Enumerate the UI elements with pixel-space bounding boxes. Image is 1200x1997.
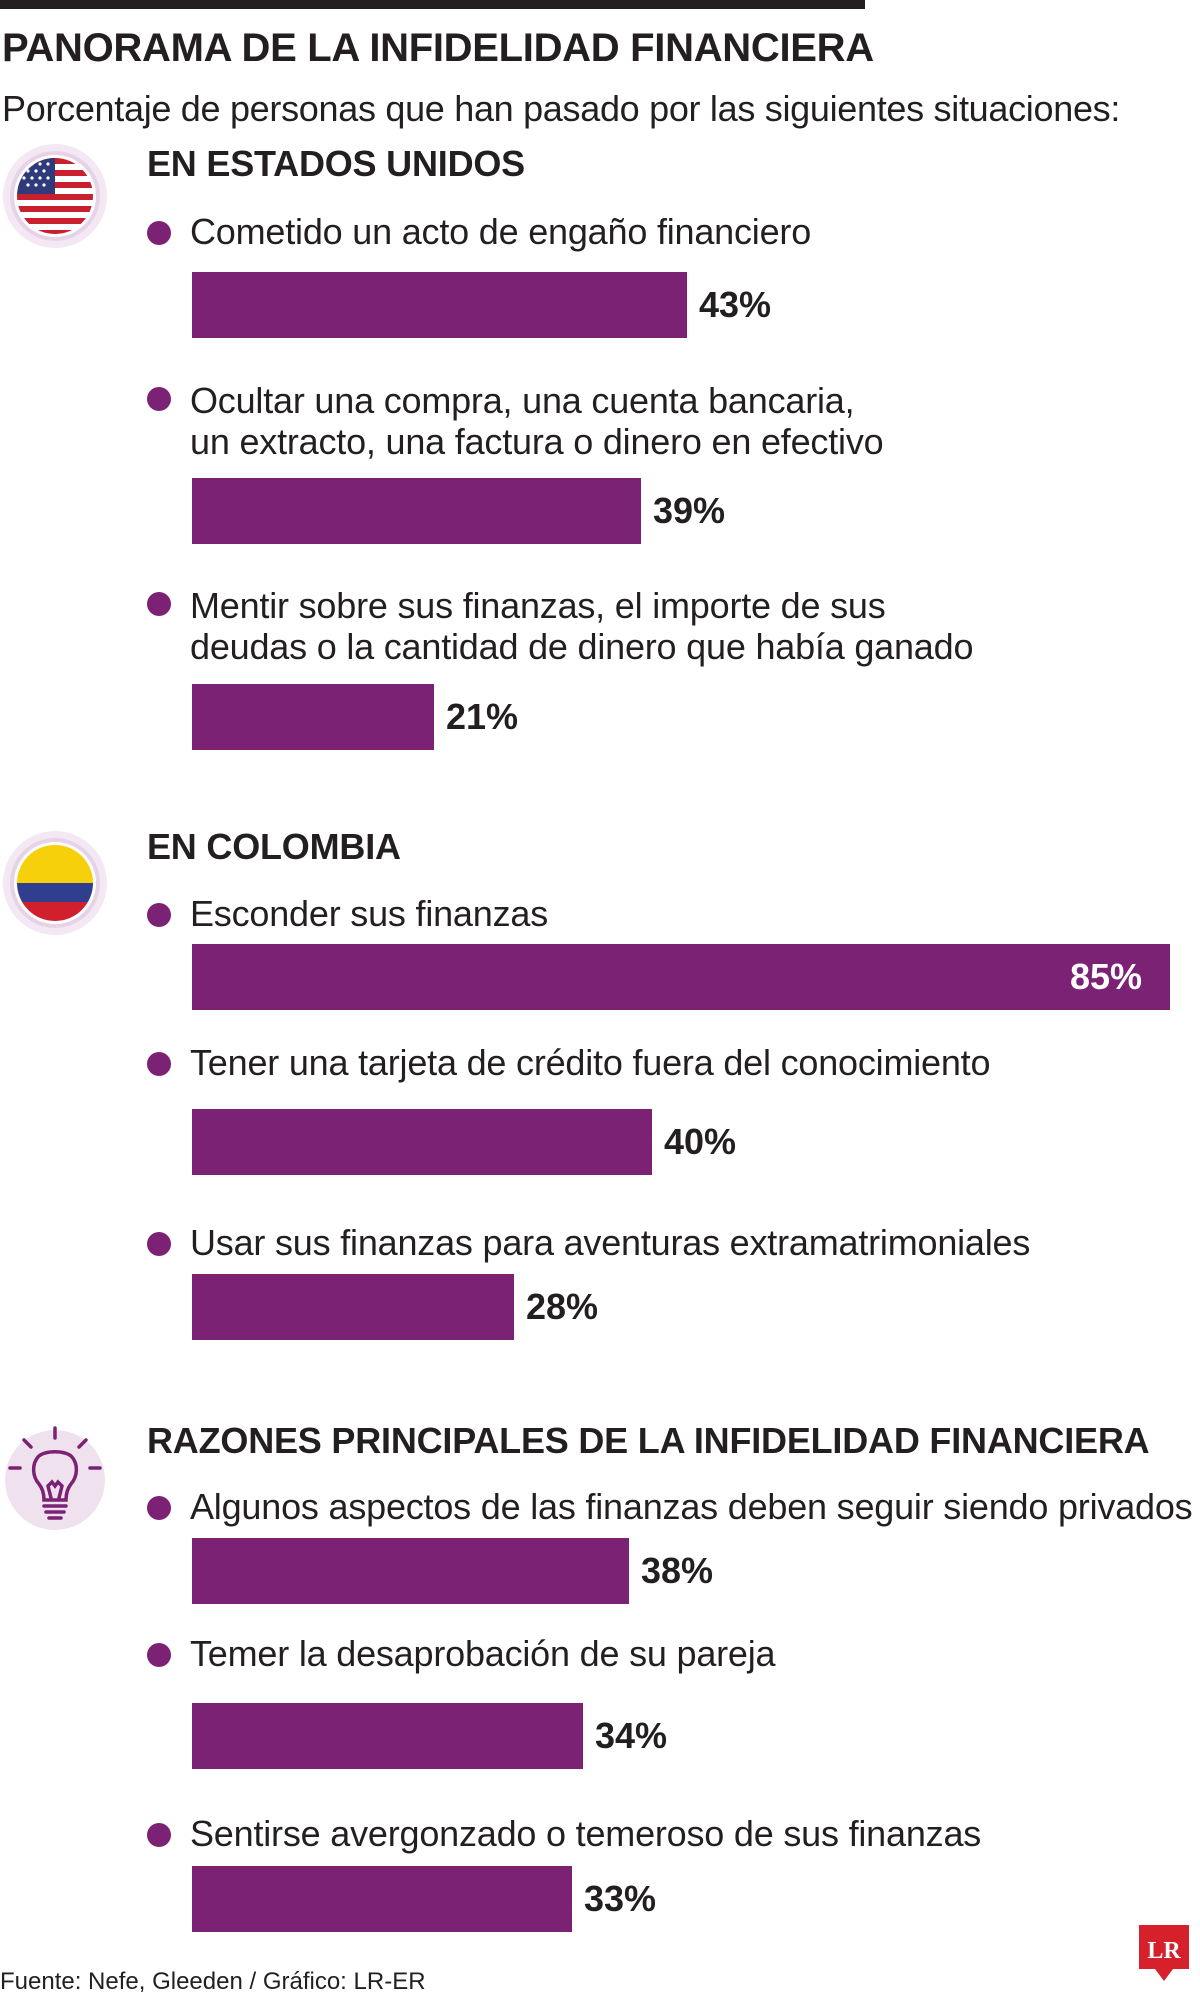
item-label: Tener una tarjeta de crédito fuera del c… xyxy=(190,1042,991,1083)
item-label: Sentirse avergonzado o temeroso de sus f… xyxy=(190,1813,982,1854)
page-subtitle: Porcentaje de personas que han pasado po… xyxy=(2,88,1121,129)
bullet-marker xyxy=(147,592,171,616)
value-label-co-tarjeta: 40% xyxy=(664,1121,737,1162)
value-label-razones-desaprobacion: 34% xyxy=(595,1715,668,1756)
item-label: Usar sus finanzas para aventuras extrama… xyxy=(190,1222,1031,1263)
bar-us-ocultar xyxy=(192,478,641,544)
section-title-razones: RAZONES PRINCIPALES DE LA INFIDELIDAD FI… xyxy=(147,1420,1150,1461)
bar-razones-privados xyxy=(192,1538,629,1604)
svg-text:LR: LR xyxy=(1147,1938,1181,1964)
bar-us-mentir xyxy=(192,684,434,750)
value-label-us-ocultar: 39% xyxy=(653,490,726,531)
item-label: Temer la desaprobación de su pareja xyxy=(190,1633,776,1674)
bullet-marker xyxy=(147,1496,171,1520)
bullet-marker xyxy=(147,1823,171,1847)
bar-us-engano xyxy=(192,272,687,338)
section-title-estados-unidos: EN ESTADOS UNIDOS xyxy=(147,143,525,184)
item-label: Mentir sobre sus finanzas, el importe de… xyxy=(190,585,974,667)
bullet-marker xyxy=(147,903,171,927)
value-label-us-mentir: 21% xyxy=(446,696,519,737)
top-rule xyxy=(0,0,865,9)
bar-razones-desaprobacion xyxy=(192,1703,583,1769)
item-label: Algunos aspectos de las finanzas deben s… xyxy=(190,1486,1193,1527)
section-title-colombia: EN COLOMBIA xyxy=(147,826,401,867)
bar-co-aventuras xyxy=(192,1274,514,1340)
value-label-co-esconder: 85% xyxy=(1070,956,1143,997)
value-label-razones-avergonzado: 33% xyxy=(584,1878,657,1919)
bullet-marker xyxy=(147,387,171,411)
lightbulb-icon xyxy=(2,1424,108,1530)
value-label-us-engano: 43% xyxy=(699,284,772,325)
page-title: PANORAMA DE LA INFIDELIDAD FINANCIERA xyxy=(2,26,874,70)
bullet-marker xyxy=(147,1643,171,1667)
item-label: Esconder sus finanzas xyxy=(190,893,548,934)
bullet-marker xyxy=(147,221,171,245)
item-label: Ocultar una compra, una cuenta bancaria,… xyxy=(190,380,884,462)
value-label-razones-privados: 38% xyxy=(641,1550,714,1591)
value-label-co-aventuras: 28% xyxy=(526,1286,599,1327)
lr-logo: LR xyxy=(1139,1925,1189,1981)
bar-co-esconder xyxy=(192,944,1170,1010)
colombia-flag-icon xyxy=(2,830,108,936)
usa-flag-icon xyxy=(2,143,108,249)
bar-razones-avergonzado xyxy=(192,1866,572,1932)
item-label: Cometido un acto de engaño financiero xyxy=(190,211,812,252)
bullet-marker xyxy=(147,1232,171,1256)
source-note: Fuente: Nefe, Gleeden / Gráfico: LR-ER xyxy=(0,1968,426,1995)
bullet-marker xyxy=(147,1052,171,1076)
bar-co-tarjeta xyxy=(192,1109,652,1175)
